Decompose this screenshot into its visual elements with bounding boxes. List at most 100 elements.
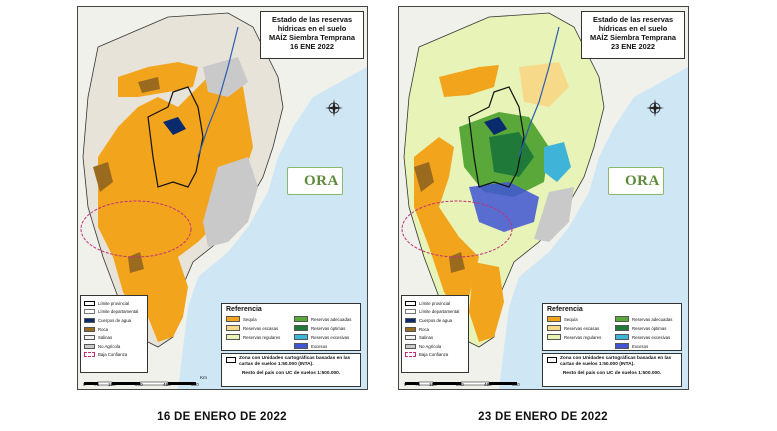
scale-tick: 150 [108, 382, 116, 387]
non-agri-area [534, 187, 574, 242]
legend-label: Límite provincial [419, 300, 451, 306]
reference-swatch [547, 325, 561, 331]
caption-16-jan: 16 DE ENERO DE 2022 [157, 411, 287, 423]
legend-row: Baja Confianza [84, 351, 144, 360]
reference-swatch [294, 343, 308, 349]
map-title-box: Estado de las reservas hídricas en el su… [260, 11, 364, 59]
reference-swatch [547, 334, 561, 340]
scale-tick: 75 [94, 382, 100, 387]
reference-swatch [226, 325, 240, 331]
legend-swatch [405, 300, 416, 306]
map-panel-16-jan: Estado de las reservas hídricas en el su… [77, 6, 368, 390]
reference-swatch [294, 316, 308, 322]
soil-moisture-map [399, 7, 688, 389]
scale-bar-graphic [84, 381, 196, 386]
reference-item: Reservas adecuadas [294, 315, 356, 323]
map-panel-23-jan: Estado de las reservas hídricas en el su… [398, 6, 689, 390]
core-region-outline [147, 86, 204, 188]
legend-label: Cuerpos de agua [98, 317, 131, 323]
title-line-2: hídricas en el suelo [598, 24, 668, 33]
title-line-3: MAÍZ Siembra Temprana [589, 33, 677, 42]
legend-label: No Agrícola [98, 343, 121, 349]
logo-text: ORA [304, 173, 339, 189]
reference-label: Reservas óptimas [632, 325, 667, 331]
note-row: Zona con Unidades cartográficas basadas … [226, 356, 356, 368]
scale-tick: 450 [163, 382, 171, 387]
scale-tick: 600 [191, 382, 199, 387]
compass-icon [325, 99, 343, 117]
excessive-area [544, 142, 571, 182]
scale-unit: Km [200, 375, 207, 380]
legend-row: Baja Confianza [405, 351, 465, 360]
legend-row: Cuerpos de agua [84, 316, 144, 325]
legend-label: No Agrícola [419, 343, 442, 349]
caption-23-jan: 23 DE ENERO DE 2022 [478, 411, 608, 423]
logo-text: ORA [625, 173, 660, 189]
scale-tick: 450 [484, 382, 492, 387]
legend-boundaries: Límite provincial Límite departamental C… [401, 295, 469, 373]
reference-item: Reservas óptimas [294, 324, 356, 332]
legend-label: Baja Confianza [98, 352, 128, 358]
legend-row: Roca [405, 325, 465, 334]
legend-swatch [84, 352, 95, 358]
reference-label: Reservas adecuadas [632, 316, 673, 322]
reference-swatch [547, 316, 561, 322]
scale-tick: 75 [415, 382, 421, 387]
reference-item: Excesos [615, 342, 677, 350]
note-text: Zona con Unidades cartográficas basadas … [239, 356, 351, 367]
ora-logo: ORA [608, 167, 664, 195]
legend-row: Límite provincial [84, 299, 144, 308]
note-row: Zona con Unidades cartográficas basadas … [547, 356, 677, 368]
reference-item-empty [547, 342, 609, 350]
drought-south [143, 247, 188, 342]
legend-label: Límite departamental [98, 309, 139, 315]
title-line-3: MAÍZ Siembra Temprana [268, 33, 356, 42]
scale-bar: 0 75 150 300 450 600 Km [82, 375, 212, 389]
scale-tick: 0 [404, 382, 407, 387]
reference-label: Reservas regulares [243, 334, 281, 340]
note-text: Zona con Unidades cartográficas basadas … [560, 356, 672, 367]
scale-tick: 150 [429, 382, 437, 387]
low-confidence-zone [401, 200, 513, 258]
water-body [163, 117, 186, 135]
rock-area-3 [138, 77, 160, 93]
reference-label: Reservas escasas [564, 325, 600, 331]
legend-note: Zona con Unidades cartográficas basadas … [542, 353, 682, 387]
legend-swatch [84, 335, 95, 341]
legend-row: Límite departamental [405, 308, 465, 317]
drought-south [469, 262, 504, 342]
reference-item: Reservas escasas [226, 324, 288, 332]
reference-item: Reservas óptimas [615, 324, 677, 332]
title-date: 16 ENE 2022 [290, 42, 334, 51]
legend-swatch [405, 352, 416, 358]
reference-label: Reservas adecuadas [311, 316, 352, 322]
reference-item-empty [226, 342, 288, 350]
compass-icon [646, 99, 664, 117]
legend-label: Salinas [419, 335, 434, 341]
soil-moisture-map [78, 7, 367, 389]
reference-swatch [615, 343, 629, 349]
reference-label: Reservas regulares [564, 334, 602, 340]
legend-reference: Referencia Sequía Reservas adecuadas Res… [221, 303, 361, 351]
rock-area [93, 162, 113, 192]
reference-label: Excesos [311, 343, 328, 349]
reference-swatch [615, 334, 629, 340]
excess-area [469, 182, 539, 232]
legend-swatch [84, 326, 95, 332]
reference-label: Excesos [632, 343, 649, 349]
legend-row: Salinas [84, 333, 144, 342]
water-body [484, 117, 507, 135]
legend-label: Límite departamental [419, 309, 460, 315]
drought-north [439, 65, 499, 97]
reference-label: Sequía [564, 316, 578, 322]
legend-row: Roca [84, 325, 144, 334]
rock-area-2 [128, 252, 144, 273]
legend-row: Cuerpos de agua [405, 316, 465, 325]
legend-label: Roca [419, 326, 430, 332]
legend-boundaries: Límite provincial Límite departamental C… [80, 295, 148, 373]
legend-swatch [405, 343, 416, 349]
reference-label: Reservas escasas [243, 325, 279, 331]
legend-label: Roca [98, 326, 109, 332]
legend-swatch [84, 343, 95, 349]
legend-row: No Agrícola [84, 342, 144, 351]
